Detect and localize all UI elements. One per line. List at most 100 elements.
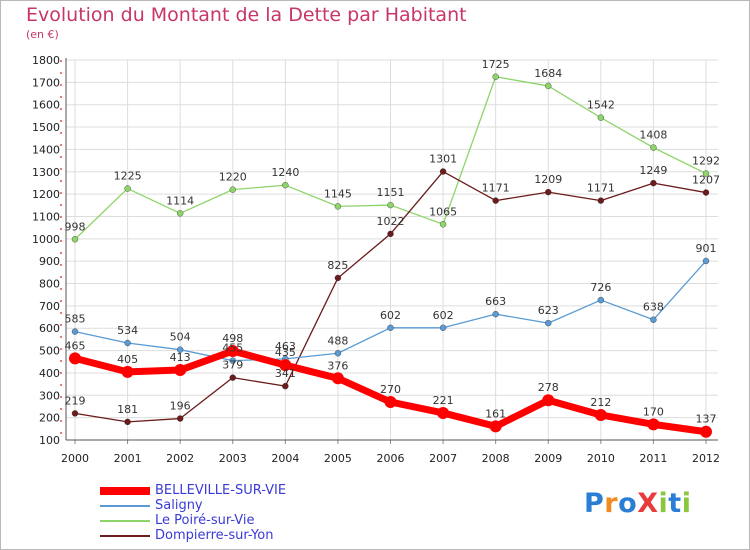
data-point	[282, 382, 289, 390]
data-point	[650, 179, 657, 187]
logo-letter: i	[681, 488, 692, 519]
data-label: 455	[222, 342, 243, 355]
y-tick-label: 1400	[32, 143, 60, 156]
data-label: 1225	[114, 170, 142, 183]
logo-letter: t	[668, 488, 682, 519]
legend-label: Saligny	[155, 498, 203, 513]
x-tick-label: 2001	[114, 452, 142, 465]
data-label: 602	[380, 309, 401, 322]
data-point	[439, 168, 447, 175]
data-label: 1301	[429, 153, 457, 166]
data-label: 196	[170, 400, 191, 413]
legend-swatch	[100, 505, 150, 507]
x-tick-label: 2003	[219, 452, 247, 465]
data-label: 638	[643, 301, 664, 314]
data-point	[545, 188, 552, 196]
data-label: 663	[485, 295, 506, 308]
y-tick-label: 1200	[32, 188, 60, 201]
data-point	[597, 114, 605, 121]
data-label: 1542	[587, 99, 615, 112]
data-label: 1171	[482, 182, 510, 195]
chart-title: Evolution du Montant de la Dette par Hab…	[26, 4, 467, 26]
data-point	[334, 203, 342, 210]
data-label: 1725	[482, 58, 510, 71]
data-point	[545, 319, 552, 327]
x-tick-label: 2009	[534, 452, 562, 465]
data-label: 463	[275, 340, 296, 353]
data-point	[492, 73, 499, 80]
data-point	[437, 406, 450, 419]
logo-letter: r	[604, 488, 619, 519]
plot-area	[66, 60, 718, 440]
data-point	[702, 170, 710, 177]
data-label: 602	[433, 309, 454, 322]
x-tick-label: 2007	[429, 452, 457, 465]
data-point	[647, 418, 660, 431]
data-label: 998	[65, 220, 86, 233]
chart-unit: (en €)	[26, 28, 59, 41]
y-tick-label: 100	[39, 434, 60, 447]
data-label: 534	[117, 324, 138, 337]
y-tick-label: 900	[39, 255, 60, 268]
data-label: 270	[380, 383, 401, 396]
data-label: 1408	[639, 129, 667, 142]
y-tick-label: 1100	[32, 210, 60, 223]
data-label: 1292	[692, 155, 720, 168]
data-label: 504	[170, 331, 191, 344]
y-tick-label: 1700	[32, 76, 60, 89]
data-label: 585	[65, 313, 86, 326]
data-point	[650, 316, 657, 323]
data-point	[545, 82, 552, 90]
x-tick-label: 2005	[324, 452, 352, 465]
legend-swatch	[100, 535, 150, 537]
data-label: 413	[170, 351, 191, 364]
y-tick-label: 300	[39, 389, 60, 402]
y-tick-label: 600	[39, 322, 60, 335]
data-label: 376	[327, 359, 348, 372]
x-tick-label: 2010	[587, 452, 615, 465]
data-label: 181	[117, 403, 138, 416]
data-point	[176, 415, 184, 422]
data-label: 726	[590, 281, 611, 294]
data-label: 825	[327, 259, 348, 272]
logo-letter: o	[618, 488, 638, 519]
data-point	[71, 410, 79, 417]
y-tick-label: 400	[39, 367, 60, 380]
data-point	[439, 221, 447, 228]
line-chart: 100 200 300 400 500 600 700 800 900 1000 1100 1200 1…	[32, 54, 720, 465]
proxiti-logo[interactable]: ProXiti	[584, 488, 691, 519]
data-point	[176, 210, 184, 217]
data-point	[597, 296, 605, 304]
data-label: 1684	[534, 67, 562, 80]
data-point	[229, 374, 236, 381]
data-point	[542, 394, 555, 407]
data-label: 488	[327, 334, 348, 347]
y-tick-label: 500	[39, 345, 60, 358]
data-point	[702, 189, 710, 196]
x-tick-label: 2004	[271, 452, 299, 465]
data-point	[492, 310, 499, 318]
x-tick-label: 2012	[692, 452, 720, 465]
data-point	[387, 201, 394, 209]
y-tick-label: 1800	[32, 54, 60, 67]
data-point	[331, 372, 344, 385]
data-label: 1207	[692, 174, 720, 187]
data-label: 221	[433, 394, 454, 407]
data-label: 170	[643, 405, 664, 418]
data-label: 498	[222, 332, 243, 345]
data-point	[229, 186, 236, 193]
data-point	[279, 359, 292, 372]
data-label: 1171	[587, 182, 615, 195]
data-label: 1145	[324, 187, 352, 200]
data-point	[71, 328, 79, 335]
data-point	[489, 420, 502, 433]
legend-swatch	[100, 520, 150, 522]
data-label: 1022	[377, 215, 405, 228]
data-point	[282, 181, 289, 189]
data-label: 379	[222, 359, 243, 372]
logo-letter: X	[637, 488, 659, 519]
data-point	[226, 345, 239, 358]
data-point	[69, 352, 81, 365]
y-tick-label: 1000	[32, 233, 60, 246]
data-point	[387, 324, 394, 331]
